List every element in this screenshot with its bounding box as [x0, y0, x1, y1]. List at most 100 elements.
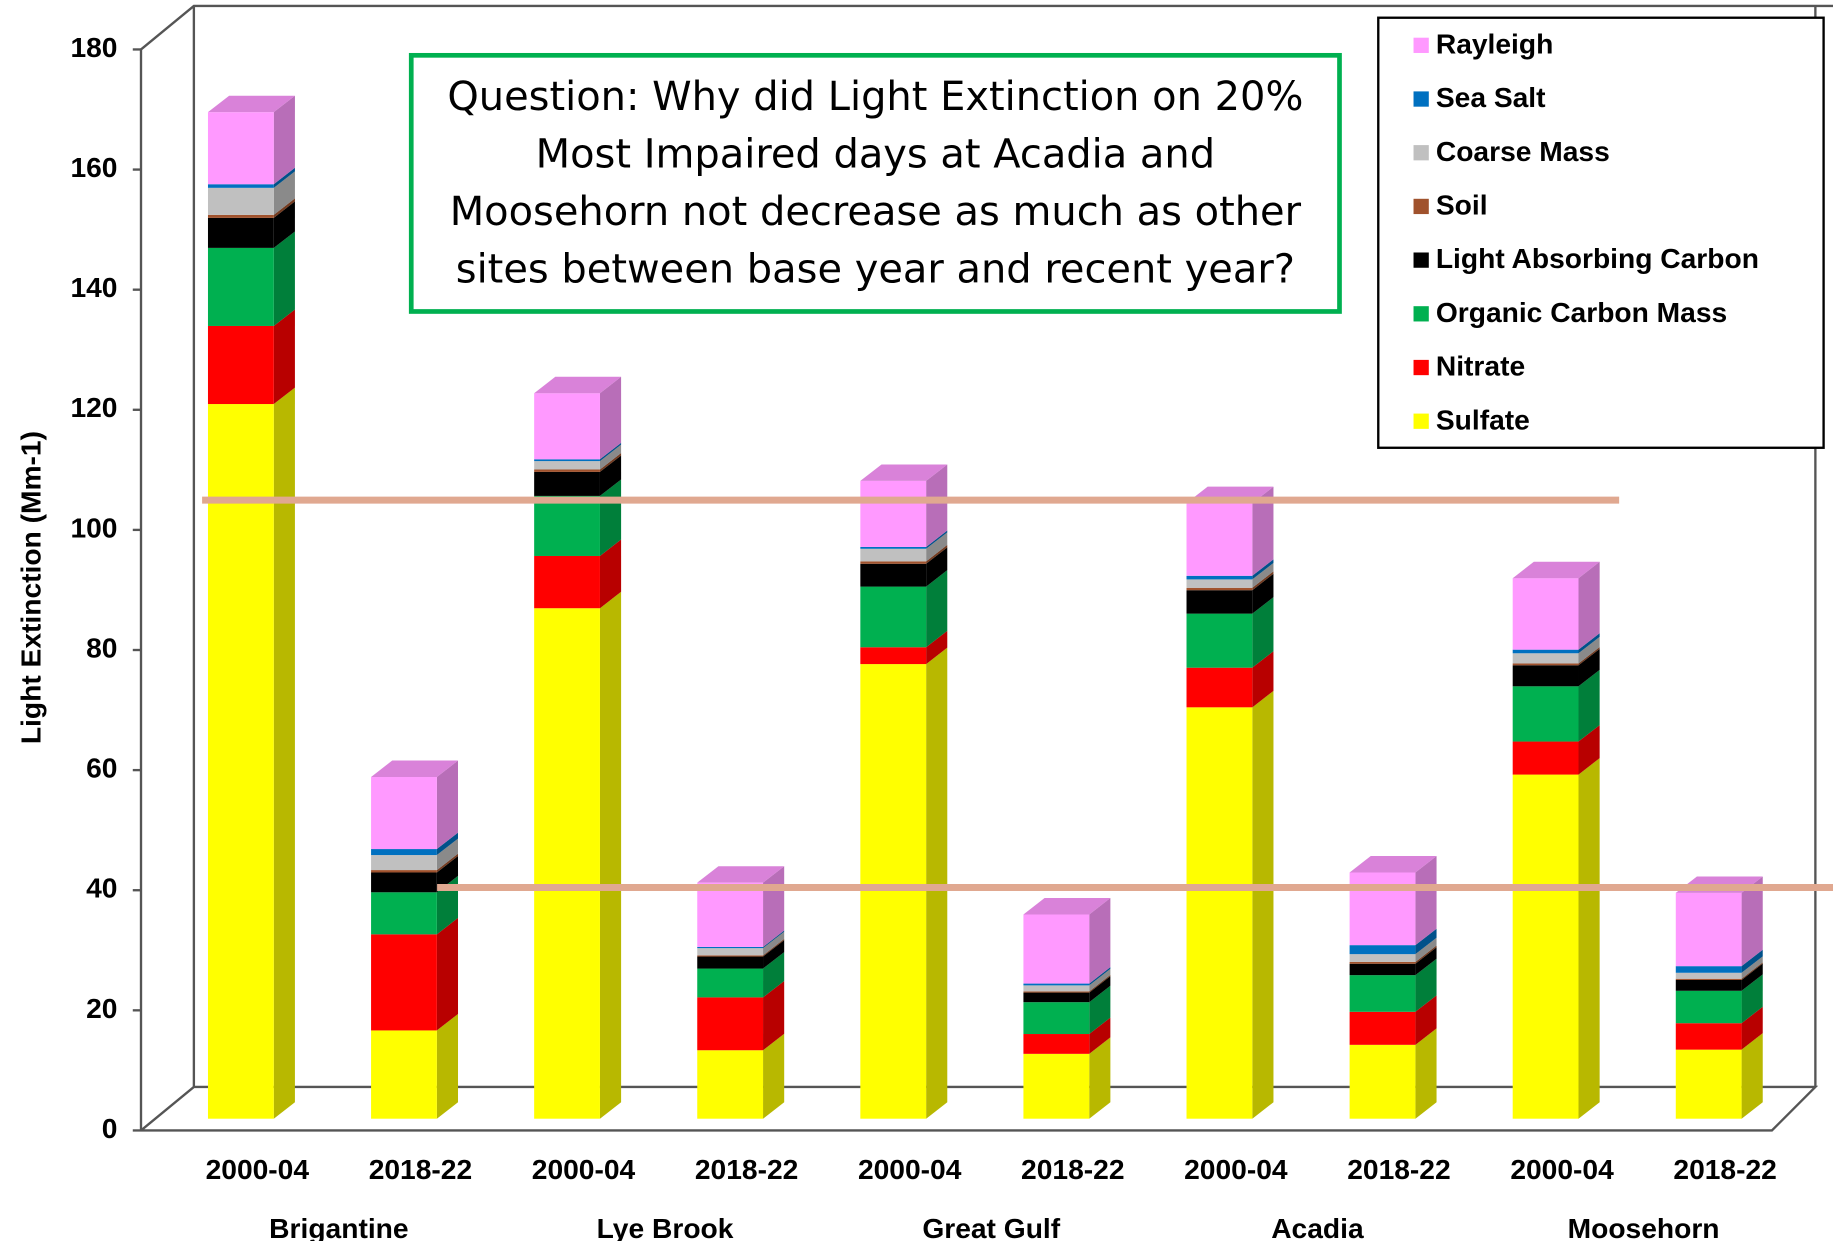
bar-side — [926, 544, 948, 564]
x-tick-label: 2018-22 — [1673, 1153, 1776, 1185]
bar-segment — [534, 461, 600, 470]
bar-side — [763, 930, 785, 949]
bar-side — [1741, 956, 1763, 979]
bar-side — [1089, 985, 1111, 1035]
bar-side — [926, 630, 948, 665]
bar-side — [1089, 974, 1111, 993]
y-tick-label: 60 — [86, 752, 117, 784]
legend-label: Soil — [1436, 188, 1488, 220]
bar-side — [1741, 876, 1763, 967]
bar-segment — [1186, 579, 1253, 588]
bar-segment — [1349, 954, 1416, 962]
bar-side — [273, 309, 295, 405]
bars — [207, 95, 1763, 1119]
x-tick-label: 2000-04 — [206, 1153, 310, 1185]
bar-segment — [1512, 663, 1579, 666]
bar-segment — [1186, 587, 1253, 591]
bar-side — [1578, 647, 1600, 666]
x-tick-label: 2000-04 — [1184, 1153, 1288, 1185]
legend-label: Light Absorbing Carbon — [1436, 242, 1759, 274]
bar-side — [1741, 1033, 1763, 1119]
bar-segment — [1512, 653, 1579, 664]
bar-side — [436, 832, 459, 856]
bar-side — [1089, 1017, 1111, 1054]
bar-top — [1512, 561, 1600, 579]
bar-side — [926, 464, 948, 547]
bar-side — [599, 591, 622, 1119]
bar-segment — [1023, 991, 1090, 993]
bar-side — [273, 198, 295, 218]
bar-side — [1089, 898, 1111, 984]
bar-segment — [697, 997, 764, 1051]
bar-side — [763, 952, 785, 998]
bar-side — [1089, 976, 1111, 1003]
legend-label: Sea Salt — [1436, 81, 1546, 113]
bar-side — [1252, 651, 1274, 708]
bar-top — [1023, 898, 1111, 915]
bar-side — [926, 570, 948, 648]
bar-side — [926, 647, 948, 1119]
bar-side — [273, 95, 295, 185]
legend-label: Coarse Mass — [1436, 135, 1610, 167]
bar-side — [599, 444, 622, 470]
bar-segment — [1186, 590, 1253, 614]
legend-swatch — [1413, 91, 1429, 107]
bar-side — [436, 760, 459, 850]
bar-segment — [1349, 963, 1416, 976]
bar-segment — [1512, 665, 1579, 687]
bar-segment — [371, 934, 437, 1031]
bar-segment — [1023, 985, 1090, 992]
bar-segment — [697, 955, 764, 957]
bar-segment — [1349, 945, 1416, 955]
bar-segment — [860, 546, 927, 549]
bar-side — [1252, 571, 1274, 591]
bar-side — [926, 530, 948, 549]
bar-side — [1252, 690, 1274, 1119]
bar-segment — [207, 217, 274, 248]
legend-label: Organic Carbon Mass — [1436, 296, 1727, 328]
bar-side — [436, 856, 459, 893]
reference-lines — [202, 496, 1833, 892]
bar-segment — [1675, 979, 1742, 991]
bar-segment — [1512, 741, 1579, 775]
bar-side — [1741, 949, 1763, 973]
bar-side — [1578, 669, 1600, 742]
bar-segment — [1186, 575, 1253, 580]
bar-side — [1415, 1028, 1437, 1119]
bar-side — [599, 455, 622, 496]
legend-swatch — [1413, 145, 1429, 161]
bar-side — [1578, 636, 1600, 664]
legend-label: Rayleigh — [1436, 27, 1554, 59]
bar-side — [763, 940, 785, 969]
bar-segment — [371, 870, 437, 873]
bar-side — [1252, 486, 1274, 576]
legend-swatch — [1413, 37, 1429, 53]
bar-segment — [1675, 972, 1742, 979]
bar-segment — [697, 968, 764, 998]
x-tick-label: 2018-22 — [1347, 1153, 1450, 1185]
bar-segment — [207, 214, 274, 218]
bar-side — [763, 980, 785, 1051]
bar-side — [436, 838, 459, 871]
bar-side — [1741, 963, 1763, 991]
x-tick-label: 2018-22 — [369, 1153, 472, 1185]
bar-side — [763, 938, 785, 957]
bar-segment — [1675, 1049, 1742, 1119]
bar-segment — [534, 608, 600, 1119]
bar-segment — [1512, 578, 1579, 650]
y-tick-label: 120 — [70, 391, 117, 423]
group-label: Acadia — [1271, 1212, 1364, 1241]
bar-segment — [371, 776, 437, 850]
annotation: Question: Why did Light Extinction on 20… — [447, 74, 1303, 293]
bar-side — [1578, 633, 1600, 654]
bar-side — [599, 442, 622, 462]
bar-segment — [1023, 992, 1090, 1003]
bar-side — [1415, 995, 1437, 1045]
y-tick-label: 180 — [70, 31, 117, 63]
bar-segment — [1186, 613, 1253, 668]
bar-top — [371, 760, 459, 777]
bar-side — [1415, 947, 1437, 976]
bar-side — [1578, 725, 1600, 775]
bar-side — [1741, 962, 1763, 980]
bar-segment — [207, 325, 274, 405]
